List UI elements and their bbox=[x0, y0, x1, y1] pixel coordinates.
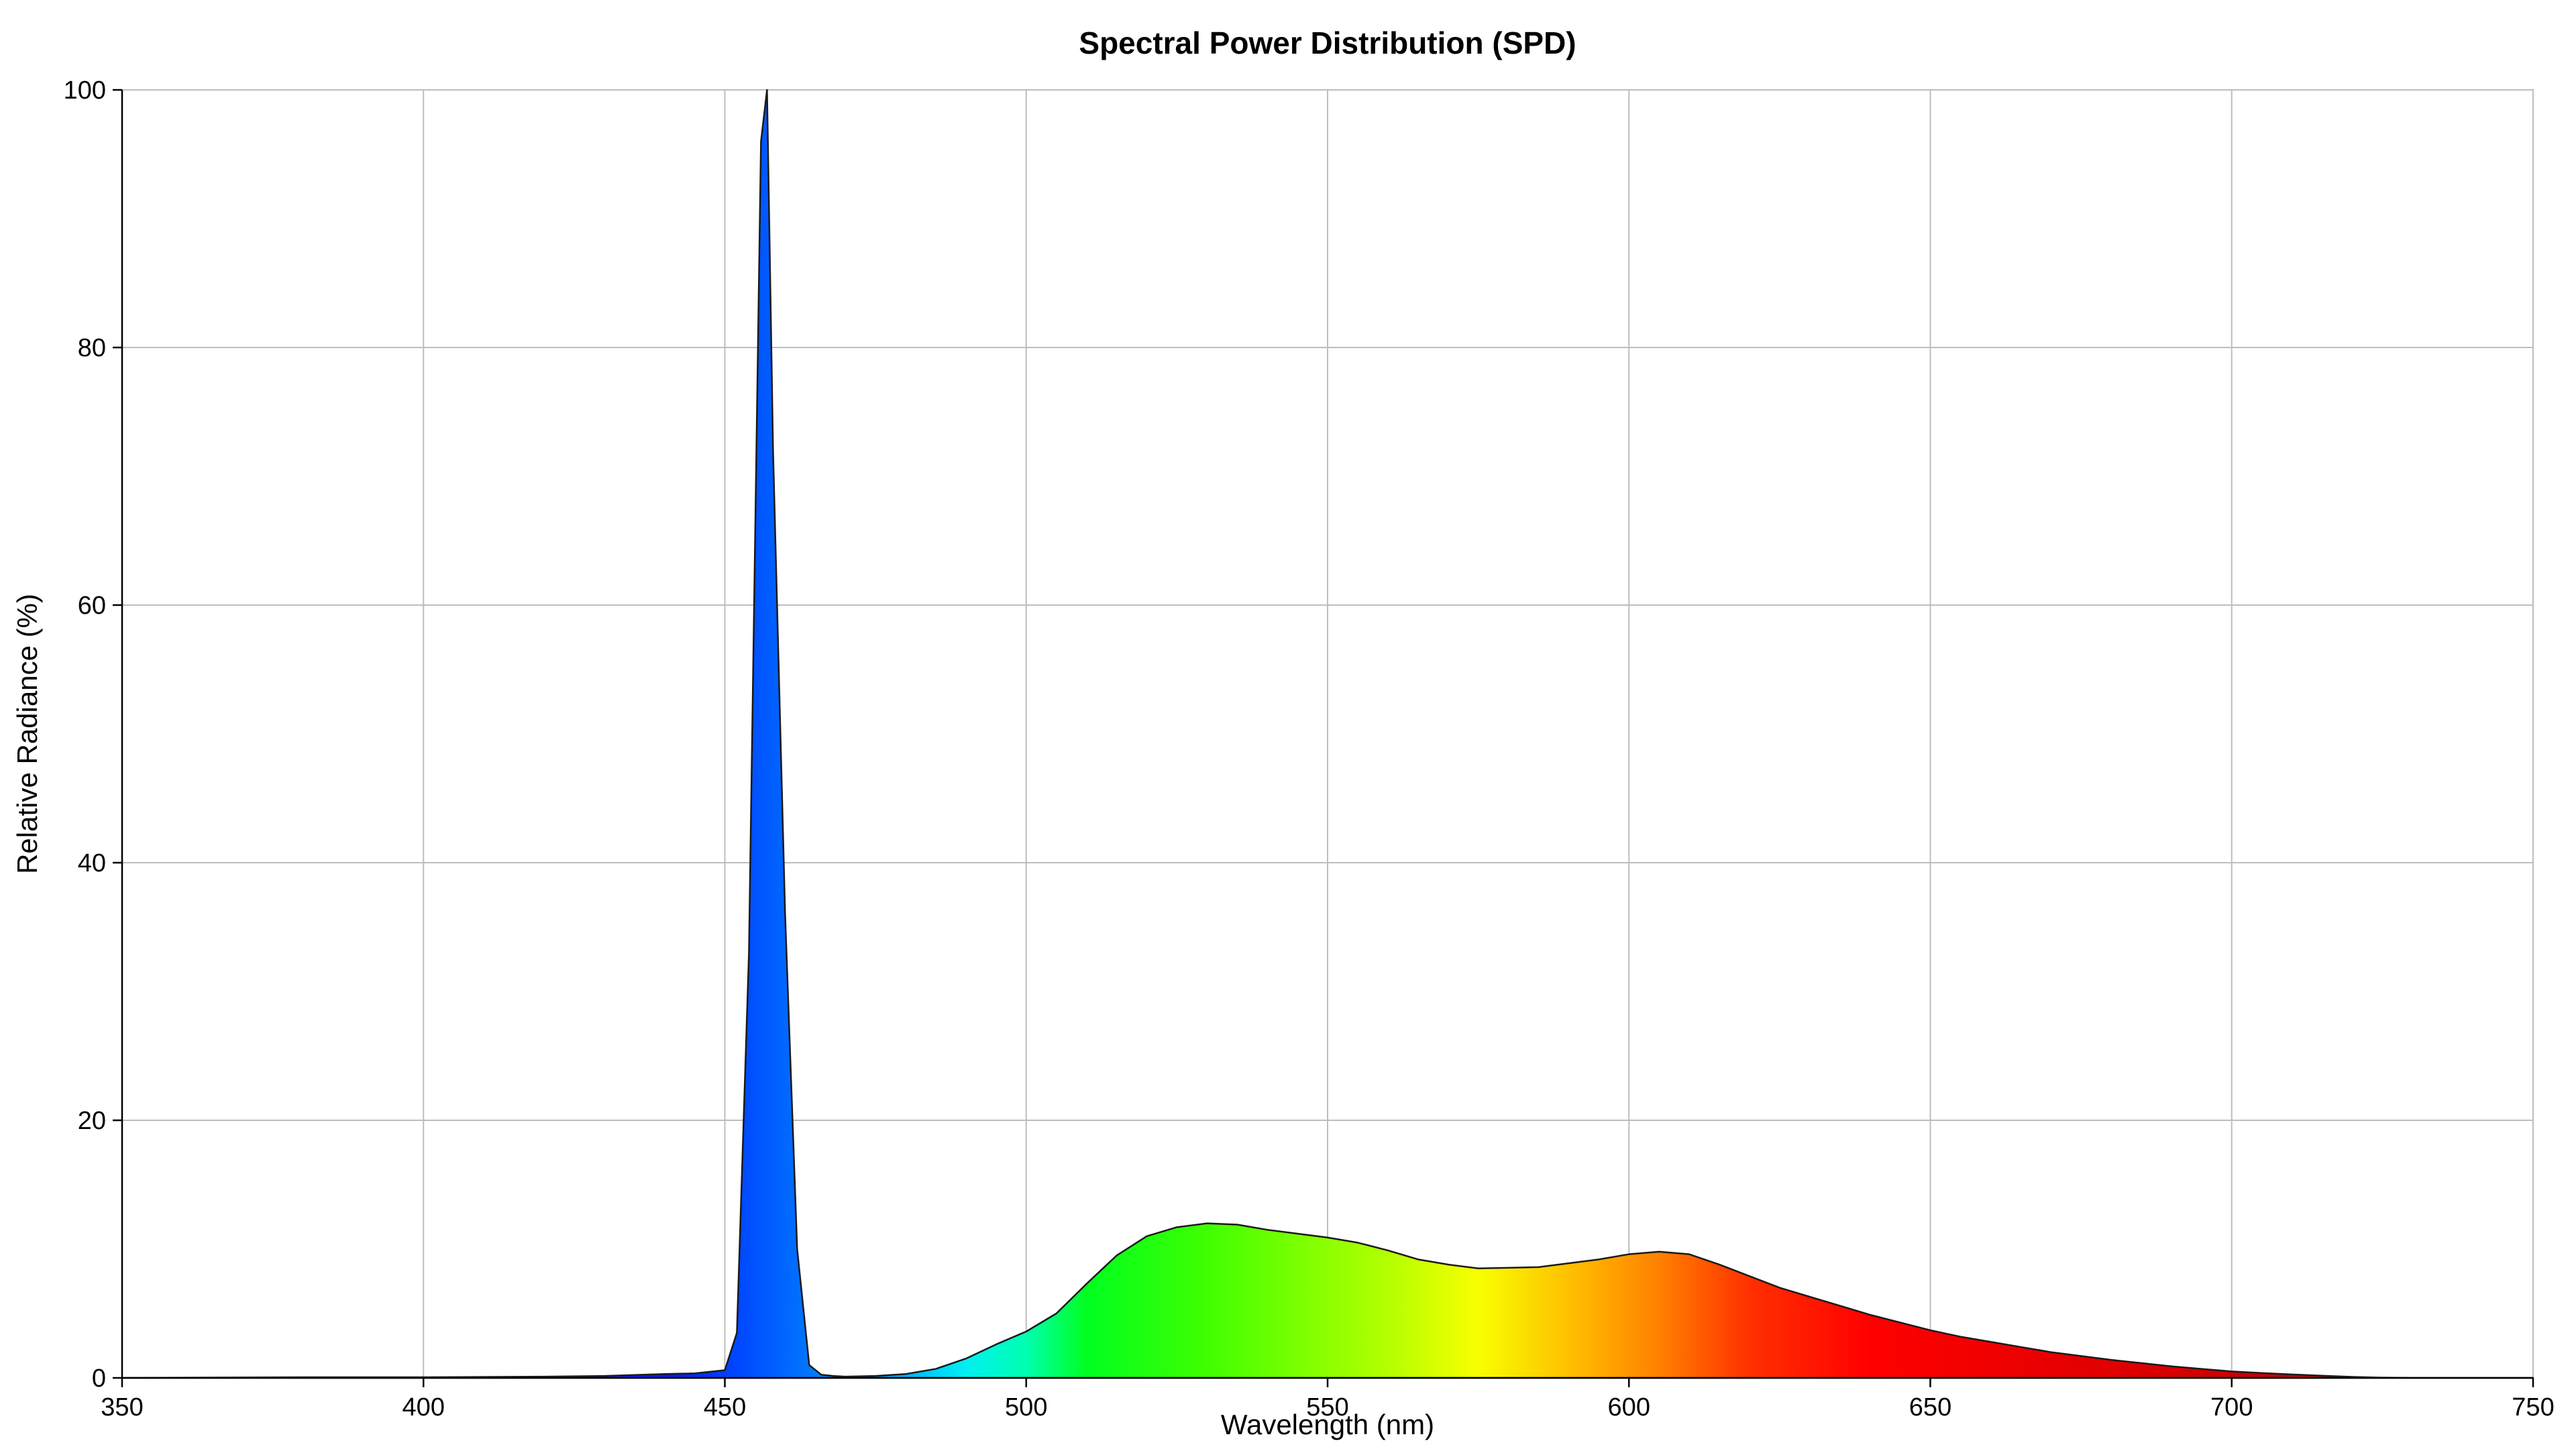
chart-title: Spectral Power Distribution (SPD) bbox=[1079, 25, 1576, 60]
spd-area bbox=[121, 89, 2534, 1379]
x-tick-label: 550 bbox=[1306, 1393, 1348, 1421]
axes bbox=[113, 89, 2534, 1387]
x-axis-label: Wavelength (nm) bbox=[1221, 1409, 1434, 1440]
x-tick-label: 750 bbox=[2512, 1393, 2554, 1421]
x-tick-label: 700 bbox=[2210, 1393, 2253, 1421]
x-tick-labels: 350 400 450 500 550 600 650 700 750 bbox=[101, 1393, 2554, 1421]
y-tick-label: 0 bbox=[92, 1364, 106, 1393]
y-tick-label: 80 bbox=[78, 334, 106, 362]
y-tick-label: 100 bbox=[64, 76, 106, 105]
y-axis-label: Relative Radiance (%) bbox=[11, 594, 43, 874]
x-tick-label: 600 bbox=[1608, 1393, 1650, 1421]
x-tick-label: 400 bbox=[402, 1393, 445, 1421]
x-tick-label: 500 bbox=[1005, 1393, 1047, 1421]
y-tick-labels: 0 20 40 60 80 100 bbox=[64, 76, 106, 1393]
x-tick-label: 350 bbox=[101, 1393, 143, 1421]
x-tick-label: 450 bbox=[704, 1393, 746, 1421]
y-tick-label: 60 bbox=[78, 592, 106, 620]
y-tick-label: 20 bbox=[78, 1107, 106, 1135]
x-tick-label: 650 bbox=[1909, 1393, 1951, 1421]
y-tick-label: 40 bbox=[78, 849, 106, 877]
